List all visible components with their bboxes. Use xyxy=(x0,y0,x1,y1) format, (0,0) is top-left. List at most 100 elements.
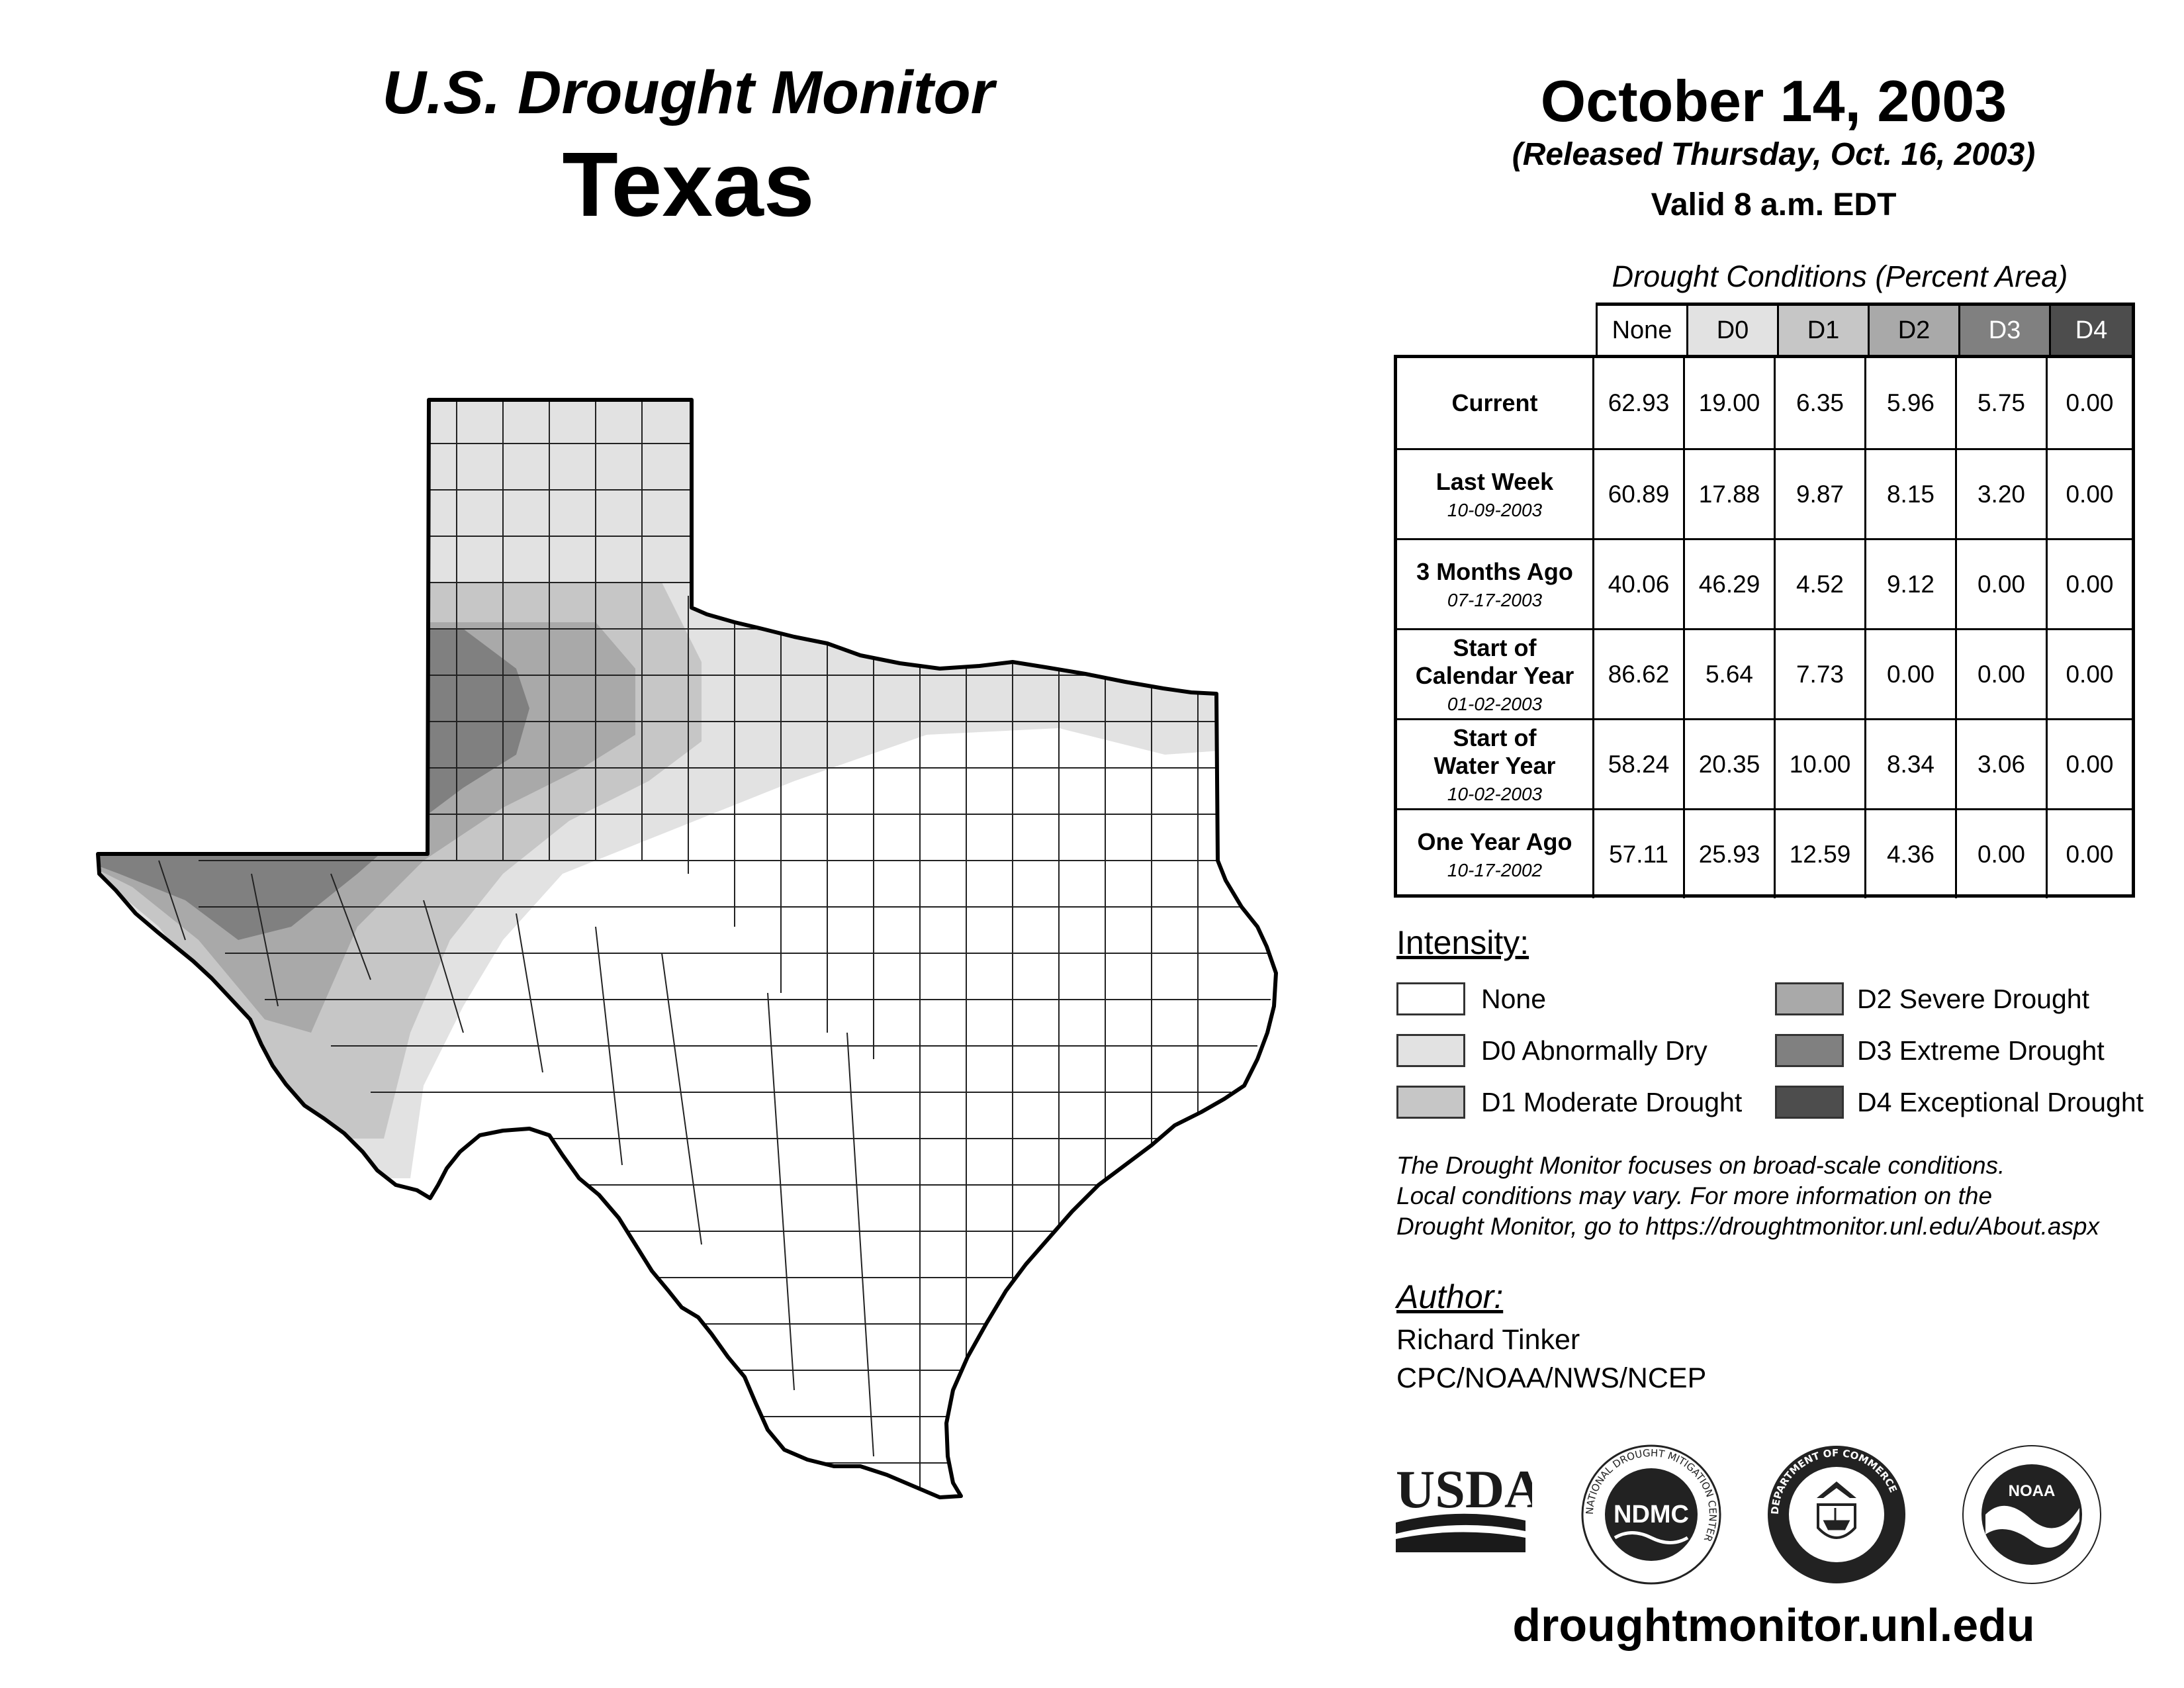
row-label-text: 3 Months Ago xyxy=(1416,557,1573,585)
legend-swatch-d3 xyxy=(1775,1034,1844,1067)
usda-logo-swoosh xyxy=(1396,1513,1525,1534)
cell-d3: 3.06 xyxy=(1955,720,2046,808)
row-label-date: 07-17-2003 xyxy=(1447,589,1543,610)
table-row: Current 62.93 19.00 6.35 5.96 5.75 0.00 xyxy=(1397,358,2132,448)
legend-swatch-d4 xyxy=(1775,1086,1844,1119)
cell-d3: 0.00 xyxy=(1955,810,2046,898)
commerce-inner-disc xyxy=(1789,1467,1884,1562)
table-row: Start of Calendar Year 01-02-2003 86.62 … xyxy=(1397,628,2132,718)
state-title: Texas xyxy=(562,134,815,236)
row-label-text: Start of Water Year xyxy=(1433,724,1556,779)
author-heading: Author: xyxy=(1396,1278,1504,1315)
table-caption: Drought Conditions (Percent Area) xyxy=(1612,259,2068,293)
col-header-d2: D2 xyxy=(1868,303,1958,355)
footer-url[interactable]: droughtmonitor.unl.edu xyxy=(1512,1599,2035,1651)
ndmc-wave xyxy=(1614,1531,1689,1544)
cell-d0: 19.00 xyxy=(1683,358,1774,448)
legend-label-d1: D1 Moderate Drought xyxy=(1481,1087,1743,1117)
cell-d3: 5.75 xyxy=(1955,358,2046,448)
cell-d3: 0.00 xyxy=(1955,630,2046,718)
note-line: Drought Monitor, go to https://droughtmo… xyxy=(1396,1213,2099,1240)
map-date: October 14, 2003 xyxy=(1540,68,2007,134)
row-label: Last Week 10-09-2003 xyxy=(1397,450,1592,538)
cell-d4: 0.00 xyxy=(2046,450,2132,538)
note-line: Local conditions may vary. For more info… xyxy=(1396,1182,1993,1209)
cell-none: 60.89 xyxy=(1592,450,1683,538)
author-name: Richard Tinker xyxy=(1396,1324,1580,1356)
table-row: Last Week 10-09-2003 60.89 17.88 9.87 8.… xyxy=(1397,448,2132,538)
legend-label-none: None xyxy=(1481,984,1547,1014)
row-label: One Year Ago 10-17-2002 xyxy=(1397,810,1592,898)
cell-d3: 0.00 xyxy=(1955,540,2046,628)
noaa-logo-text: NOAA xyxy=(2009,1482,2056,1500)
cell-d1: 12.59 xyxy=(1774,810,1864,898)
legend-label-d3: D3 Extreme Drought xyxy=(1857,1035,2105,1066)
cell-d0: 46.29 xyxy=(1683,540,1774,628)
commerce-logo: DEPARTMENT OF COMMERCE xyxy=(1768,1446,1905,1583)
legend-label-d4: D4 Exceptional Drought xyxy=(1857,1087,2144,1117)
cell-d4: 0.00 xyxy=(2046,810,2132,898)
row-label-text: Current xyxy=(1451,389,1538,416)
cell-d1: 10.00 xyxy=(1774,720,1864,808)
row-label: Start of Water Year 10-02-2003 xyxy=(1397,720,1592,808)
cell-d2: 5.96 xyxy=(1864,358,1955,448)
legend-swatch-d0 xyxy=(1396,1034,1465,1067)
row-label-text: One Year Ago xyxy=(1417,827,1572,855)
cell-d1: 4.52 xyxy=(1774,540,1864,628)
drought-shading xyxy=(98,400,1276,1497)
texas-outline xyxy=(96,398,1278,1499)
usda-logo-text: USDA xyxy=(1396,1460,1532,1519)
row-label-date: 10-02-2003 xyxy=(1447,783,1543,804)
legend-label-d2: D2 Severe Drought xyxy=(1857,984,2089,1014)
ndmc-logo: NATIONAL DROUGHT MITIGATION CENTER NDMC xyxy=(1581,1444,1721,1585)
cell-none: 58.24 xyxy=(1592,720,1683,808)
county-lines xyxy=(158,400,1271,1489)
cell-d2: 0.00 xyxy=(1864,630,1955,718)
cell-d0: 17.88 xyxy=(1683,450,1774,538)
row-label: 3 Months Ago 07-17-2003 xyxy=(1397,540,1592,628)
cell-none: 40.06 xyxy=(1592,540,1683,628)
table-row: Start of Water Year 10-02-2003 58.24 20.… xyxy=(1397,718,2132,808)
ship-icon xyxy=(1823,1508,1850,1530)
disclaimer-note: The Drought Monitor focuses on broad-sca… xyxy=(1396,1150,2177,1242)
row-label-text: Last Week xyxy=(1435,467,1554,495)
legend-label-d0: D0 Abnormally Dry xyxy=(1481,1035,1707,1066)
legend-swatch-d1 xyxy=(1396,1086,1465,1119)
cell-d2: 4.36 xyxy=(1864,810,1955,898)
ndmc-logo-text: NDMC xyxy=(1614,1501,1689,1528)
cell-d2: 8.34 xyxy=(1864,720,1955,808)
cell-none: 57.11 xyxy=(1592,810,1683,898)
col-header-d4: D4 xyxy=(2049,303,2135,355)
monitor-title: U.S. Drought Monitor xyxy=(382,59,995,126)
row-label: Current xyxy=(1397,358,1592,448)
eagle-icon xyxy=(1817,1481,1856,1498)
cell-d1: 9.87 xyxy=(1774,450,1864,538)
cell-d4: 0.00 xyxy=(2046,630,2132,718)
conditions-table: Current 62.93 19.00 6.35 5.96 5.75 0.00 … xyxy=(1394,355,2135,898)
usda-logo-field xyxy=(1396,1532,1525,1552)
cell-d0: 5.64 xyxy=(1683,630,1774,718)
usda-logo: USDA xyxy=(1396,1460,1532,1552)
row-label-date: 10-17-2002 xyxy=(1447,859,1543,880)
col-header-d3: D3 xyxy=(1958,303,2049,355)
cell-none: 62.93 xyxy=(1592,358,1683,448)
row-label: Start of Calendar Year 01-02-2003 xyxy=(1397,630,1592,718)
noaa-bird-icon xyxy=(1985,1505,2079,1548)
legend-swatch-none xyxy=(1396,982,1465,1015)
cell-d1: 6.35 xyxy=(1774,358,1864,448)
legend-swatch-d2 xyxy=(1775,982,1844,1015)
row-label-date: 10-09-2003 xyxy=(1447,499,1543,520)
col-header-d1: D1 xyxy=(1777,303,1868,355)
note-line: The Drought Monitor focuses on broad-sca… xyxy=(1396,1152,2005,1179)
cell-d3: 3.20 xyxy=(1955,450,2046,538)
col-header-d0: D0 xyxy=(1686,303,1777,355)
release-date: (Released Thursday, Oct. 16, 2003) xyxy=(1512,137,2036,172)
cell-d0: 20.35 xyxy=(1683,720,1774,808)
cell-d2: 9.12 xyxy=(1864,540,1955,628)
row-label-date: 01-02-2003 xyxy=(1447,693,1543,714)
table-row: One Year Ago 10-17-2002 57.11 25.93 12.5… xyxy=(1397,808,2132,898)
cell-d1: 7.73 xyxy=(1774,630,1864,718)
author-org: CPC/NOAA/NWS/NCEP xyxy=(1396,1362,1707,1394)
cell-d4: 0.00 xyxy=(2046,720,2132,808)
valid-time: Valid 8 a.m. EDT xyxy=(1651,187,1897,222)
